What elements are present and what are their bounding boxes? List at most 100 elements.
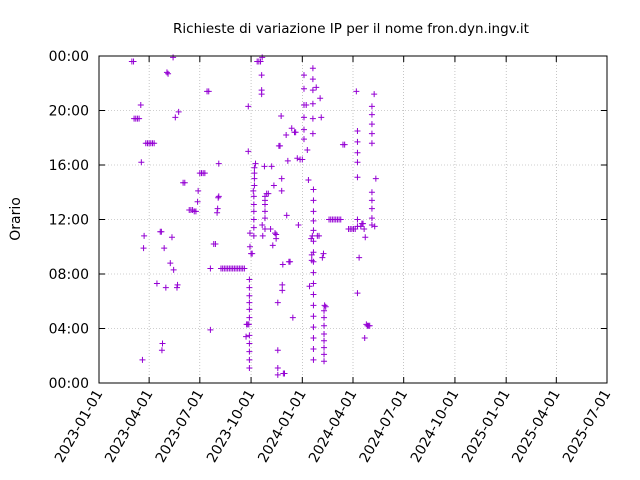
data-point: [354, 174, 361, 181]
data-point: [201, 170, 208, 177]
data-point: [361, 335, 368, 342]
data-point: [310, 335, 317, 342]
data-point: [207, 326, 214, 333]
data-point: [300, 114, 307, 121]
data-point: [310, 356, 317, 363]
data-point: [246, 276, 253, 283]
data-point: [368, 215, 375, 222]
data-point: [299, 156, 306, 163]
y-axis: 00:00 04:00 08:00 12:00 16:00 20:00 00:00: [49, 49, 607, 392]
data-point: [139, 356, 146, 363]
data-point: [259, 221, 266, 228]
data-point: [212, 241, 219, 248]
data-point: [368, 130, 375, 137]
data-point: [251, 164, 258, 171]
data-point: [368, 205, 375, 212]
data-point: [153, 280, 160, 287]
data-point: [265, 190, 272, 197]
x-tick-label: 2024-07-01: [357, 387, 412, 465]
data-point: [158, 228, 165, 235]
data-point: [245, 103, 252, 110]
data-point: [368, 189, 375, 196]
data-point: [165, 70, 172, 77]
data-point: [313, 84, 320, 91]
data-point: [356, 254, 363, 261]
data-point: [281, 370, 288, 377]
data-point: [259, 54, 266, 61]
data-point: [192, 208, 199, 215]
data-point: [372, 175, 379, 182]
data-point: [251, 170, 258, 177]
data-point: [250, 224, 257, 231]
data-point: [274, 347, 281, 354]
data-point: [278, 175, 285, 182]
y-tick-label: 12:00: [49, 213, 89, 229]
data-point: [167, 260, 174, 267]
data-point: [354, 216, 361, 223]
x-tick-label: 2024-10-01: [408, 387, 463, 465]
data-point: [288, 125, 295, 132]
y-tick-label: 04:00: [49, 322, 89, 338]
data-point: [273, 235, 280, 242]
data-point: [354, 159, 361, 166]
data-point: [321, 302, 328, 309]
data-point: [246, 243, 253, 250]
data-point: [252, 160, 259, 167]
y-tick-label: 00:00: [49, 376, 89, 392]
data-point: [321, 358, 328, 365]
data-point: [274, 365, 281, 372]
data-point: [279, 261, 286, 268]
grid: [98, 55, 608, 384]
data-point: [309, 87, 316, 94]
data-point: [360, 220, 367, 227]
data-point: [283, 212, 290, 219]
y-tick-label: 20:00: [49, 104, 89, 120]
data-point: [368, 140, 375, 147]
data-point: [300, 136, 307, 143]
data-point: [195, 187, 202, 194]
data-point: [246, 284, 253, 291]
data-point: [277, 142, 284, 149]
data-point: [258, 91, 265, 98]
data-point: [246, 314, 253, 321]
data-point: [310, 313, 317, 320]
data-point: [159, 340, 166, 347]
x-tick-label: 2025-04-01: [509, 387, 564, 465]
data-point: [258, 72, 265, 79]
data-point: [321, 330, 328, 337]
x-tick-label: 2025-01-01: [459, 387, 514, 465]
data-point: [310, 227, 317, 234]
data-point: [309, 232, 316, 239]
data-point: [354, 127, 361, 134]
data-point: [354, 149, 361, 156]
data-point: [341, 141, 348, 148]
data-point: [279, 281, 286, 288]
data-point: [214, 205, 221, 212]
data-point: [287, 258, 294, 265]
data-point: [158, 347, 165, 354]
data-point: [310, 238, 317, 245]
data-point: [278, 187, 285, 194]
data-point: [246, 230, 253, 237]
data-point: [361, 226, 368, 233]
data-point: [317, 95, 324, 102]
data-point: [259, 232, 266, 239]
data-point: [310, 269, 317, 276]
data-point: [300, 85, 307, 92]
data-point: [304, 147, 311, 154]
data-point: [337, 216, 344, 223]
data-point: [321, 307, 328, 314]
data-point: [250, 208, 257, 215]
data-point: [310, 280, 317, 287]
plot-frame: [98, 55, 608, 384]
data-point: [170, 54, 177, 61]
x-tick-label: 2023-01-01: [52, 387, 107, 465]
data-point: [310, 324, 317, 331]
data-point: [250, 216, 257, 223]
data-point: [321, 314, 328, 321]
data-point: [309, 65, 316, 72]
chart-title: Richieste di variazione IP per il nome f…: [173, 21, 529, 37]
data-point: [246, 340, 253, 347]
data-point: [246, 292, 253, 299]
data-point: [257, 58, 264, 65]
